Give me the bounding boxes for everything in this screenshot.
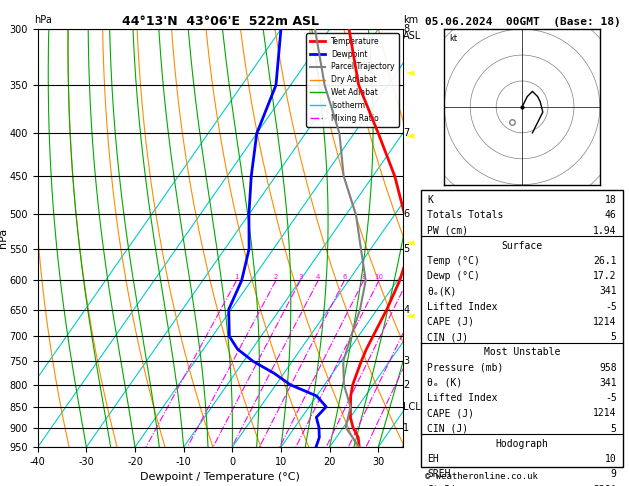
Text: 05.06.2024  00GMT  (Base: 18): 05.06.2024 00GMT (Base: 18)	[425, 17, 620, 27]
Text: 26.1: 26.1	[593, 256, 616, 266]
Text: Totals Totals: Totals Totals	[428, 210, 504, 220]
Text: ASL: ASL	[403, 31, 421, 41]
Text: 1214: 1214	[593, 408, 616, 418]
Text: 5: 5	[611, 332, 616, 342]
Text: K: K	[428, 195, 433, 205]
Text: 1.94: 1.94	[593, 226, 616, 236]
Text: 6: 6	[403, 209, 409, 219]
Text: Lifted Index: Lifted Index	[428, 302, 498, 312]
Y-axis label: hPa: hPa	[0, 228, 8, 248]
Title: 44°13'N  43°06'E  522m ASL: 44°13'N 43°06'E 522m ASL	[121, 15, 319, 28]
Text: CIN (J): CIN (J)	[428, 332, 469, 342]
Text: Pressure (mb): Pressure (mb)	[428, 363, 504, 373]
Text: 17.2: 17.2	[593, 271, 616, 281]
Text: ◄: ◄	[406, 68, 415, 78]
Text: PW (cm): PW (cm)	[428, 226, 469, 236]
Text: hPa: hPa	[34, 15, 52, 25]
Text: EH: EH	[428, 454, 439, 464]
Text: LCL: LCL	[403, 402, 421, 412]
Text: km: km	[403, 15, 418, 25]
Text: SREH: SREH	[428, 469, 451, 479]
Text: 5: 5	[611, 424, 616, 434]
Text: Surface: Surface	[501, 241, 543, 251]
Text: Lifted Index: Lifted Index	[428, 393, 498, 403]
Text: 958: 958	[599, 363, 616, 373]
Text: CIN (J): CIN (J)	[428, 424, 469, 434]
Text: 2: 2	[274, 275, 278, 280]
Text: 4: 4	[316, 275, 320, 280]
Text: kt: kt	[450, 35, 458, 43]
Text: 5: 5	[403, 244, 409, 254]
Text: θₑ (K): θₑ (K)	[428, 378, 463, 388]
Text: 3: 3	[298, 275, 303, 280]
Text: 8: 8	[403, 24, 409, 34]
Text: Most Unstable: Most Unstable	[484, 347, 560, 357]
Text: 238°: 238°	[593, 485, 616, 486]
Text: 7: 7	[403, 128, 409, 139]
Text: -5: -5	[605, 393, 616, 403]
Text: CAPE (J): CAPE (J)	[428, 408, 474, 418]
Text: ◄: ◄	[406, 311, 415, 321]
Text: 9: 9	[611, 469, 616, 479]
X-axis label: Dewpoint / Temperature (°C): Dewpoint / Temperature (°C)	[140, 472, 300, 483]
Text: ◄: ◄	[406, 131, 415, 141]
Text: 1: 1	[234, 275, 239, 280]
Text: 3: 3	[403, 356, 409, 366]
Text: 6: 6	[342, 275, 347, 280]
Text: 1: 1	[403, 422, 409, 433]
Text: 341: 341	[599, 378, 616, 388]
Text: StmDir: StmDir	[428, 485, 463, 486]
Text: Temp (°C): Temp (°C)	[428, 256, 481, 266]
Text: 10: 10	[374, 275, 384, 280]
Text: © weatheronline.co.uk: © weatheronline.co.uk	[425, 472, 537, 481]
Text: 341: 341	[599, 287, 616, 296]
Text: 2: 2	[403, 380, 409, 390]
Text: 10: 10	[605, 454, 616, 464]
Text: θₑ(K): θₑ(K)	[428, 287, 457, 296]
Legend: Temperature, Dewpoint, Parcel Trajectory, Dry Adiabat, Wet Adiabat, Isotherm, Mi: Temperature, Dewpoint, Parcel Trajectory…	[306, 33, 399, 126]
Text: CAPE (J): CAPE (J)	[428, 317, 474, 327]
Text: 46: 46	[605, 210, 616, 220]
Text: 18: 18	[605, 195, 616, 205]
Text: Hodograph: Hodograph	[496, 439, 548, 449]
Text: 4: 4	[403, 305, 409, 314]
Text: 8: 8	[362, 275, 366, 280]
Text: -5: -5	[605, 302, 616, 312]
Text: 1214: 1214	[593, 317, 616, 327]
Text: ◄: ◄	[406, 238, 415, 248]
Text: Dewp (°C): Dewp (°C)	[428, 271, 481, 281]
